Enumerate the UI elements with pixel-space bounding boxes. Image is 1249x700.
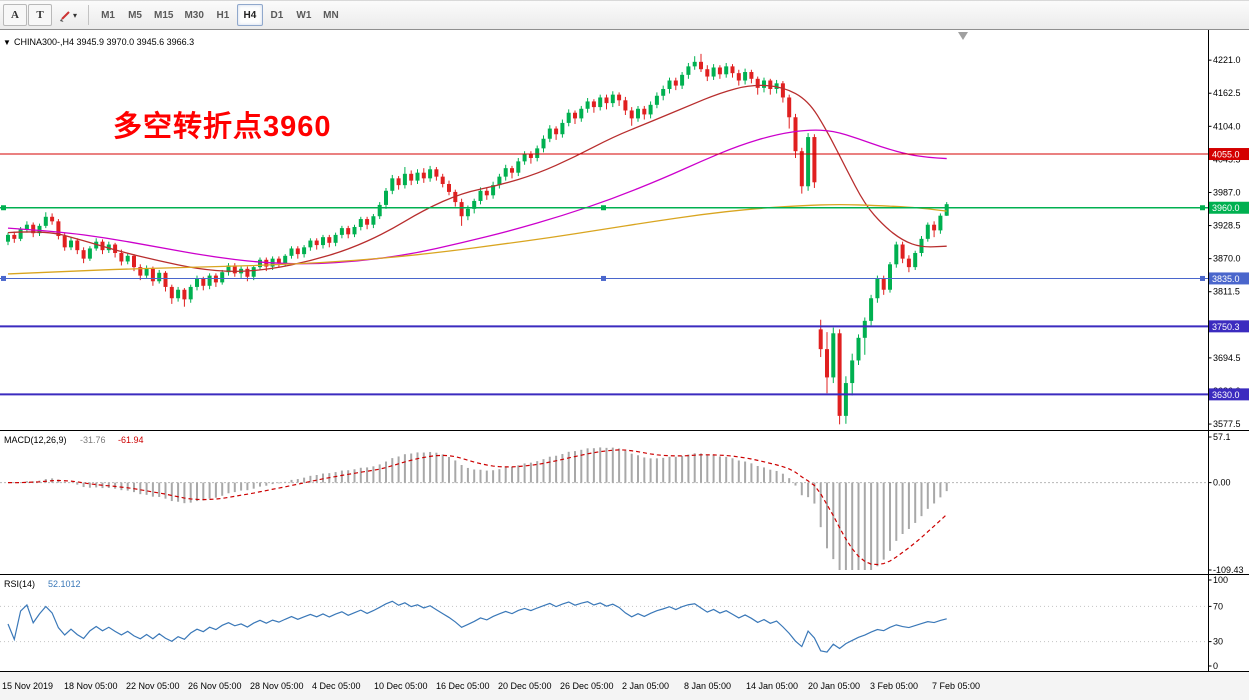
toolbar: A T ▾ M1 M5 M15 M30 H1 H4 D1 W1 MN: [0, 0, 1249, 30]
ma-fast-red: [7, 84, 947, 273]
time-axis-label: 14 Jan 05:00: [746, 681, 798, 691]
macd-tick-label: -109.43: [1213, 565, 1244, 575]
timeframe-m5[interactable]: M5: [122, 4, 148, 26]
price-tick-label: 3870.0: [1213, 254, 1241, 264]
draw-style-button[interactable]: ▾: [53, 4, 82, 26]
time-axis-label: 3 Feb 05:00: [870, 681, 918, 691]
hline-handle[interactable]: [601, 205, 606, 211]
tool-button-t[interactable]: T: [28, 4, 52, 26]
timeframe-mn[interactable]: MN: [318, 4, 344, 26]
price-tick-label: 3811.5: [1213, 287, 1240, 297]
macd-tick-label: 57.1: [1213, 432, 1231, 442]
hline-handle[interactable]: [1, 275, 6, 281]
chart-annotation-text: 多空转折点3960: [113, 109, 332, 143]
price-tag: [1209, 272, 1249, 285]
price-tag-label: 3750.3: [1212, 322, 1240, 332]
timeframe-h1[interactable]: H1: [210, 4, 236, 26]
hline-handle[interactable]: [1200, 275, 1205, 281]
time-axis-label: 26 Dec 05:00: [560, 681, 614, 691]
macd-main-value: -31.76: [80, 435, 106, 445]
toolbar-tools: A T ▾: [3, 4, 82, 26]
price-tag-label: 3630.0: [1212, 390, 1240, 400]
time-axis-label: 28 Nov 05:00: [250, 681, 304, 691]
time-axis-label: 4 Dec 05:00: [312, 681, 361, 691]
time-axis-label: 15 Nov 2019: [2, 681, 53, 691]
ma-slow-orange: [7, 203, 947, 275]
time-axis-label: 8 Jan 05:00: [684, 681, 731, 691]
time-axis-label: 20 Jan 05:00: [808, 681, 860, 691]
price-tag: [1209, 388, 1249, 401]
price-tick-label: 3694.5: [1213, 353, 1241, 363]
ma-mid-magenta: [7, 129, 947, 265]
time-axis-label: 26 Nov 05:00: [188, 681, 242, 691]
macd-signal-value: -61.94: [118, 435, 144, 445]
time-axis-label: 22 Nov 05:00: [126, 681, 180, 691]
hline-handle[interactable]: [601, 275, 606, 281]
price-tag-label: 4055.0: [1212, 150, 1240, 160]
timeframe-w1[interactable]: W1: [291, 4, 317, 26]
timeframe-d1[interactable]: D1: [264, 4, 290, 26]
toolbar-timeframes: M1 M5 M15 M30 H1 H4 D1 W1 MN: [95, 4, 344, 26]
price-tag: [1209, 320, 1249, 333]
caret-down-icon: ▾: [73, 10, 78, 20]
time-axis-label: 10 Dec 05:00: [374, 681, 428, 691]
price-tick-label: 3987.0: [1213, 187, 1241, 197]
macd-label: MACD(12,26,9): [4, 435, 67, 445]
rsi-label: RSI(14): [4, 579, 35, 589]
macd-tick-label: 0.00: [1213, 478, 1231, 488]
timeframe-m1[interactable]: M1: [95, 4, 121, 26]
hline-handle[interactable]: [1, 205, 6, 211]
time-axis-label: 20 Dec 05:00: [498, 681, 552, 691]
toolbar-separator: [88, 5, 90, 25]
symbol-collapse-icon[interactable]: ▼: [3, 38, 11, 47]
rsi-tick-label: 0: [1213, 661, 1218, 671]
macd-histogram: [13, 447, 948, 570]
hline-handle[interactable]: [1200, 205, 1205, 211]
price-tag-label: 3835.0: [1212, 274, 1240, 284]
chart-header: CHINA300-,H4 3945.9 3970.0 3945.6 3966.3: [14, 37, 194, 47]
price-tick-label: 3577.5: [1213, 419, 1241, 429]
price-tick-label: 4221.0: [1213, 55, 1241, 65]
tool-button-a[interactable]: A: [3, 4, 27, 26]
chart-shift-marker[interactable]: [958, 32, 968, 40]
rsi-tick-label: 30: [1213, 637, 1223, 647]
timeframe-h4[interactable]: H4: [236, 4, 263, 26]
rsi-tick-label: 100: [1213, 575, 1228, 585]
pen-icon: [60, 10, 70, 22]
price-tick-label: 4104.0: [1213, 121, 1241, 131]
rsi-tick-label: 70: [1213, 601, 1223, 611]
time-axis-label: 16 Dec 05:00: [436, 681, 490, 691]
macd-signal-line: [7, 449, 948, 566]
timeframe-m15[interactable]: M15: [149, 4, 178, 26]
price-tag: [1209, 201, 1249, 214]
rsi-value: 52.1012: [48, 579, 81, 589]
price-tick-label: 4162.5: [1213, 88, 1241, 98]
chart-area[interactable]: 4221.04162.54104.04045.53987.03928.53870…: [0, 30, 1249, 700]
time-axis-label: 18 Nov 05:00: [64, 681, 118, 691]
rsi-line: [7, 600, 947, 653]
price-tag-label: 3960.0: [1212, 203, 1240, 213]
timeframe-m30[interactable]: M30: [179, 4, 208, 26]
time-axis-label: 7 Feb 05:00: [932, 681, 980, 691]
time-axis[interactable]: [0, 672, 1249, 700]
price-tag: [1209, 148, 1249, 161]
price-tick-label: 3928.5: [1213, 221, 1241, 231]
time-axis-label: 2 Jan 05:00: [622, 681, 669, 691]
price-axis[interactable]: 4221.04162.54104.04045.53987.03928.53870…: [1208, 55, 1249, 429]
